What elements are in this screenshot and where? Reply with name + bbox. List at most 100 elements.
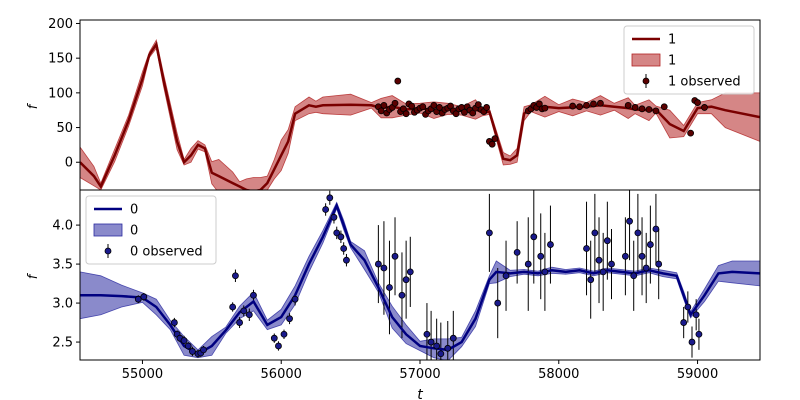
observed-point xyxy=(423,330,431,338)
observed-point xyxy=(530,233,538,241)
observed-point xyxy=(652,107,660,115)
y-tick-label: 50 xyxy=(56,121,73,136)
observed-point xyxy=(229,303,237,311)
observed-point xyxy=(189,348,196,355)
observed-point xyxy=(684,303,692,311)
observed-point xyxy=(680,319,688,326)
legend-band-swatch xyxy=(631,53,661,67)
x-tick-label: 58000 xyxy=(538,367,579,382)
observed-point xyxy=(541,104,549,112)
observed-point xyxy=(377,107,385,115)
observed-point xyxy=(541,268,549,276)
observed-point xyxy=(337,233,345,241)
observed-point xyxy=(576,103,583,111)
observed-point xyxy=(394,77,402,85)
x-tick-label: 57000 xyxy=(399,367,440,382)
observed-point xyxy=(591,229,599,237)
y-tick-label: 100 xyxy=(48,86,73,101)
observed-point xyxy=(386,284,393,291)
observed-point xyxy=(624,101,632,109)
observed-point xyxy=(652,225,660,233)
observed-point xyxy=(634,229,642,237)
observed-point xyxy=(642,264,650,272)
observed-point xyxy=(291,295,299,303)
observed-point xyxy=(380,264,388,272)
observed-point xyxy=(645,106,653,113)
top-panel: 0 50 100 150 200 f 1 1 1 observed xyxy=(26,17,761,191)
legend-frame xyxy=(623,25,755,95)
observed-point xyxy=(380,101,388,109)
y-tick-label: 0 xyxy=(65,156,73,171)
observed-point xyxy=(140,293,148,301)
observed-point xyxy=(688,338,696,346)
observed-point xyxy=(687,129,695,137)
observed-point xyxy=(236,319,243,326)
observed-point xyxy=(280,330,288,338)
observed-point xyxy=(449,334,457,342)
observed-point xyxy=(695,330,703,338)
x-tick-label: 55000 xyxy=(122,367,163,382)
observed-point xyxy=(524,260,532,268)
observed-point xyxy=(240,307,248,315)
observed-point xyxy=(200,346,207,354)
y-axis-label: f xyxy=(26,102,41,109)
observed-point xyxy=(437,350,445,358)
observed-point xyxy=(398,291,406,299)
observed-point xyxy=(701,104,708,111)
observed-point xyxy=(436,104,443,111)
observed-point xyxy=(638,252,646,260)
legend-point-swatch xyxy=(104,247,112,255)
observed-point xyxy=(660,103,668,111)
observed-point xyxy=(597,99,604,107)
observed-point xyxy=(485,229,493,237)
observed-point xyxy=(326,194,334,202)
observed-point xyxy=(502,272,510,280)
legend-label: 0 xyxy=(130,224,138,239)
observed-point xyxy=(595,256,603,264)
observed-point xyxy=(433,342,441,350)
y-tick-label: 4.0 xyxy=(52,219,73,234)
observed-point xyxy=(286,315,293,323)
y-tick-label: 2.5 xyxy=(52,336,73,351)
observed-point xyxy=(340,245,348,252)
observed-point xyxy=(444,344,452,352)
observed-point xyxy=(402,110,410,118)
observed-point xyxy=(638,105,646,113)
y-tick-label: 3.0 xyxy=(52,297,73,312)
observed-point xyxy=(603,237,611,245)
observed-point xyxy=(374,260,382,268)
observed-point xyxy=(583,101,590,109)
legend-label: 1 xyxy=(668,33,676,48)
observed-point xyxy=(483,104,491,111)
observed-point xyxy=(391,252,399,260)
legend: 1 1 1 observed xyxy=(623,25,755,95)
legend-label: 1 observed xyxy=(668,75,741,90)
observed-point xyxy=(408,102,416,110)
observed-point xyxy=(692,311,700,319)
observed-point xyxy=(184,342,192,350)
observed-point xyxy=(406,268,414,276)
observed-point xyxy=(646,241,654,248)
observed-point xyxy=(270,334,278,342)
observed-point xyxy=(488,140,496,148)
legend-label: 1 xyxy=(668,54,676,69)
observed-point xyxy=(402,276,410,284)
x-tick-label: 59000 xyxy=(677,367,718,382)
observed-point xyxy=(461,108,468,116)
y-tick-label: 150 xyxy=(48,52,73,67)
observed-point xyxy=(232,272,239,280)
legend-label: 0 xyxy=(130,203,138,218)
observed-point xyxy=(250,291,257,299)
legend-frame xyxy=(85,195,217,265)
y-axis-label: f xyxy=(26,272,41,279)
y-tick-label: 3.5 xyxy=(52,258,73,273)
observed-point xyxy=(430,101,438,109)
observed-point xyxy=(694,99,701,106)
observed-point xyxy=(587,276,595,284)
observed-point xyxy=(494,299,502,307)
y-tick-label: 200 xyxy=(48,17,73,32)
legend: 0 0 0 observed xyxy=(85,195,217,265)
x-tick-label: 56000 xyxy=(261,367,302,382)
observed-point xyxy=(630,272,638,280)
